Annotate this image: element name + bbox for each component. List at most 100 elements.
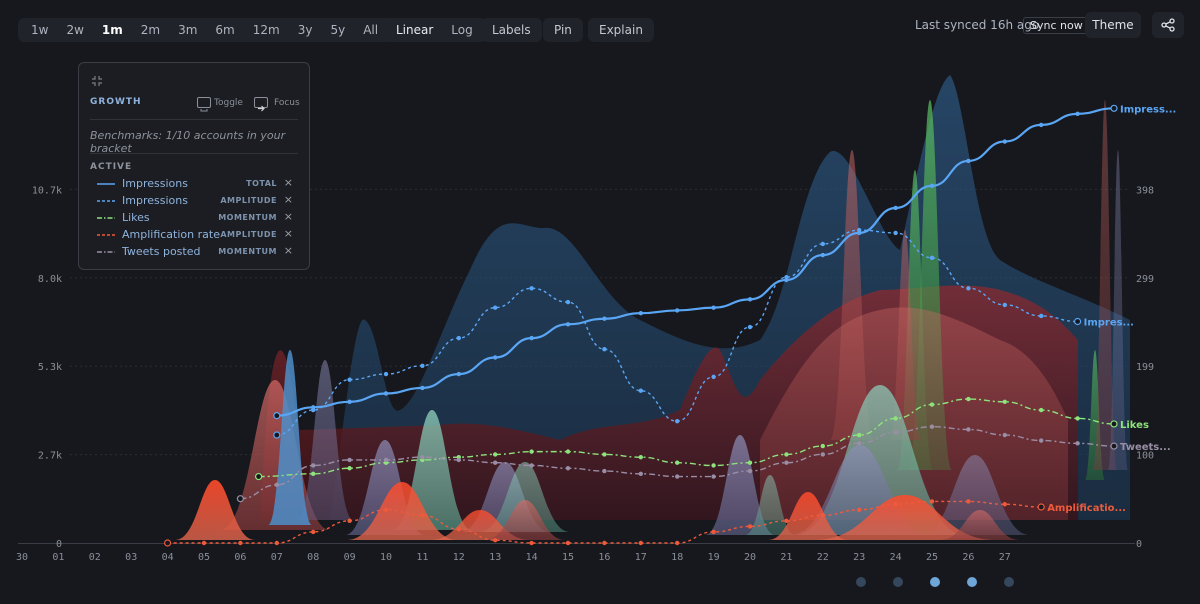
range-2w[interactable]: 2w bbox=[66, 23, 84, 37]
data-point bbox=[493, 452, 498, 457]
y-left-tick-label: 8.0k bbox=[38, 274, 62, 285]
data-point bbox=[347, 518, 352, 524]
legend-item[interactable]: Likes MOMENTUM × bbox=[97, 210, 293, 226]
remove-icon[interactable]: × bbox=[283, 176, 293, 189]
data-point bbox=[565, 466, 571, 471]
data-point bbox=[857, 227, 862, 233]
scale-linear[interactable]: Linear bbox=[396, 23, 434, 37]
x-tick-label: 02 bbox=[89, 552, 101, 563]
data-point bbox=[347, 399, 352, 404]
data-point bbox=[711, 474, 716, 479]
x-tick-label: 23 bbox=[853, 552, 865, 563]
data-point bbox=[273, 412, 281, 420]
y-right-tick-label: 100 bbox=[1136, 451, 1154, 462]
remove-icon[interactable]: × bbox=[283, 227, 293, 240]
range-5y[interactable]: 5y bbox=[330, 23, 346, 37]
data-point bbox=[273, 431, 281, 439]
data-point bbox=[529, 463, 534, 468]
explain-button[interactable]: Explain bbox=[588, 18, 654, 42]
series-line bbox=[276, 107, 1115, 417]
legend-item[interactable]: Amplification rate AMPLITUDE × bbox=[97, 227, 293, 243]
axes: 0 0 2.7k 100 5.3k 199 8.0k 299 10.7k 398 30 01 02 03 0… bbox=[16, 185, 1154, 563]
data-point bbox=[747, 468, 753, 474]
legend-item[interactable]: Tweets posted MOMENTUM × bbox=[97, 244, 293, 260]
data-point bbox=[711, 463, 716, 468]
legend-item-name: Amplification rate bbox=[122, 228, 220, 241]
pin-button[interactable]: Pin bbox=[543, 18, 583, 42]
x-tick-label: 18 bbox=[671, 552, 683, 563]
data-point bbox=[675, 474, 680, 479]
x-tick-label: 15 bbox=[562, 552, 574, 563]
data-point bbox=[929, 499, 935, 504]
collapse-icon[interactable] bbox=[91, 75, 103, 87]
data-point bbox=[711, 374, 716, 380]
legend-item[interactable]: Impressions AMPLITUDE × bbox=[97, 193, 293, 209]
data-point bbox=[383, 371, 389, 377]
data-point bbox=[565, 540, 571, 546]
data-point bbox=[1002, 139, 1008, 144]
data-point bbox=[820, 241, 826, 247]
pager-dot[interactable] bbox=[1004, 577, 1014, 587]
data-point bbox=[311, 407, 316, 413]
ridge-areas bbox=[175, 75, 1130, 540]
range-all[interactable]: All bbox=[363, 23, 379, 37]
data-point bbox=[966, 158, 971, 164]
range-6m[interactable]: 6m bbox=[215, 23, 235, 37]
pager-dot[interactable] bbox=[930, 577, 940, 587]
ridge-area bbox=[760, 307, 1068, 520]
data-point bbox=[747, 297, 753, 302]
remove-icon[interactable]: × bbox=[283, 244, 293, 257]
data-point bbox=[493, 305, 498, 310]
y-right-tick-label: 199 bbox=[1136, 362, 1154, 373]
remove-icon[interactable]: × bbox=[283, 210, 293, 223]
ridge-area bbox=[940, 510, 1020, 540]
range-2m[interactable]: 2m bbox=[140, 23, 161, 37]
data-point bbox=[529, 335, 534, 341]
x-tick-label: 21 bbox=[780, 552, 792, 563]
data-point bbox=[274, 482, 279, 488]
ridge-area bbox=[920, 455, 1030, 535]
range-3y[interactable]: 3y bbox=[297, 23, 313, 37]
x-tick-label: 03 bbox=[125, 552, 137, 563]
y-left-tick-label: 5.3k bbox=[38, 362, 62, 373]
arrow-key-icon bbox=[254, 97, 268, 112]
data-point bbox=[238, 540, 243, 546]
x-tick-label: 13 bbox=[489, 552, 501, 563]
range-1w[interactable]: 1w bbox=[31, 23, 49, 37]
legend-swatch bbox=[97, 217, 115, 219]
data-point bbox=[638, 454, 644, 460]
data-point bbox=[493, 355, 498, 360]
x-tick-label: 26 bbox=[962, 552, 974, 563]
x-tick-label: 17 bbox=[635, 552, 647, 563]
focus-hint: Focus bbox=[274, 98, 300, 108]
legend-swatch bbox=[97, 183, 115, 185]
ridge-area bbox=[268, 350, 312, 525]
data-point bbox=[420, 385, 425, 391]
x-tick-label: 22 bbox=[817, 552, 829, 563]
scale-log[interactable]: Log bbox=[451, 23, 473, 37]
data-point bbox=[236, 495, 244, 503]
remove-icon[interactable]: × bbox=[283, 193, 293, 206]
legend-item[interactable]: Impressions TOTAL × bbox=[97, 176, 293, 192]
data-point bbox=[1002, 399, 1008, 404]
share-button[interactable] bbox=[1152, 12, 1184, 38]
data-point bbox=[602, 540, 607, 546]
data-point bbox=[565, 322, 571, 327]
pager-dot[interactable] bbox=[856, 577, 866, 587]
theme-button[interactable]: Theme bbox=[1085, 12, 1141, 38]
pager-dot[interactable] bbox=[893, 577, 903, 587]
data-point bbox=[383, 507, 389, 512]
range-12m[interactable]: 12m bbox=[252, 23, 280, 37]
data-point bbox=[638, 471, 644, 476]
range-3m[interactable]: 3m bbox=[178, 23, 198, 37]
data-point bbox=[675, 460, 680, 465]
data-point bbox=[820, 443, 826, 449]
pager-dot[interactable] bbox=[967, 577, 977, 587]
legend-item-mode: MOMENTUM bbox=[218, 247, 277, 256]
data-point bbox=[529, 540, 534, 546]
labels-button[interactable]: Labels bbox=[481, 18, 542, 42]
data-point bbox=[493, 538, 498, 543]
range-1m[interactable]: 1m bbox=[101, 23, 123, 37]
y-left-tick-label: 0 bbox=[56, 539, 62, 550]
data-point bbox=[456, 371, 461, 377]
